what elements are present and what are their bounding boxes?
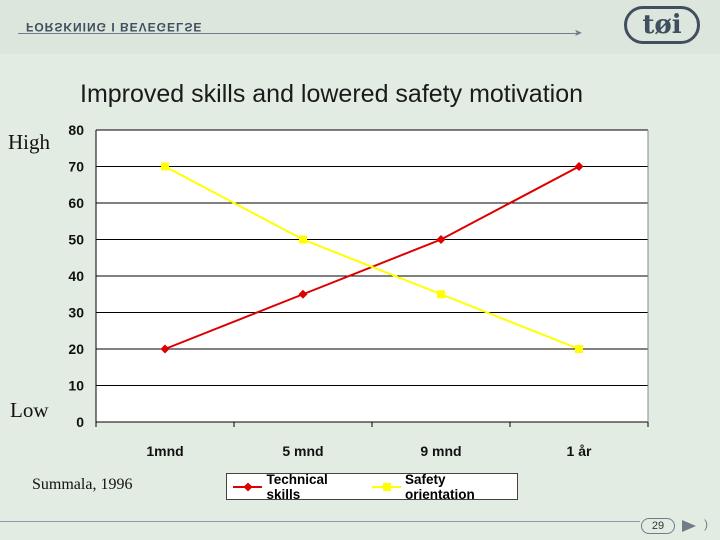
data-point-safety-orientation xyxy=(299,235,307,244)
arrow-right-icon: ➤ xyxy=(574,28,583,39)
data-point-technical-skills xyxy=(160,344,170,354)
legend-label-technical-skills: Technical skills xyxy=(266,471,328,502)
y-tick-label: 60 xyxy=(68,195,84,211)
y-tick-label: 70 xyxy=(68,159,84,175)
next-slide-icon[interactable] xyxy=(680,519,698,533)
toi-logo: tøi xyxy=(624,6,700,44)
data-point-technical-skills xyxy=(436,235,446,244)
x-tick-label: 9 mnd xyxy=(420,443,461,459)
header-band xyxy=(0,0,720,54)
data-point-safety-orientation xyxy=(575,345,583,353)
legend-label-safety-orientation: Safety orientation xyxy=(404,471,475,502)
axis-word-low: Low xyxy=(10,398,49,422)
legend-item-safety-orientation: Safety orientation xyxy=(371,471,517,502)
page-number: 29 xyxy=(641,518,675,534)
legend-marker-safety-orientation xyxy=(371,482,401,491)
citation: Summala, 1996 xyxy=(32,476,133,493)
y-tick-label: 80 xyxy=(68,122,84,138)
legend-marker-technical-skills xyxy=(233,482,263,491)
y-tick-label: 20 xyxy=(68,341,84,357)
logo-text: tøi xyxy=(642,10,682,40)
axis-word-high: High xyxy=(8,130,50,154)
y-tick-label: 0 xyxy=(76,414,84,430)
data-point-technical-skills xyxy=(298,289,308,299)
y-tick-label: 10 xyxy=(68,378,84,394)
x-tick-label: 5 mnd xyxy=(282,443,323,459)
data-point-safety-orientation xyxy=(161,162,169,171)
y-tick-label: 30 xyxy=(68,305,84,321)
chart-legend: Technical skills Safety orientation xyxy=(226,471,518,502)
slide-edge-mark: ) xyxy=(704,517,708,531)
y-tick-label: 40 xyxy=(68,268,84,284)
data-point-technical-skills xyxy=(574,162,584,171)
header-divider xyxy=(18,33,578,34)
y-tick-label: 50 xyxy=(68,232,84,248)
chart-title: Improved skills and lowered safety motiv… xyxy=(80,80,584,108)
x-tick-label: 1mnd xyxy=(146,443,183,459)
series-line-safety-orientation xyxy=(164,165,580,350)
x-tick-label: 1 år xyxy=(567,443,592,459)
data-point-safety-orientation xyxy=(437,290,445,299)
footer-divider xyxy=(0,521,640,522)
legend-item-technical-skills: Technical skills xyxy=(233,472,364,502)
